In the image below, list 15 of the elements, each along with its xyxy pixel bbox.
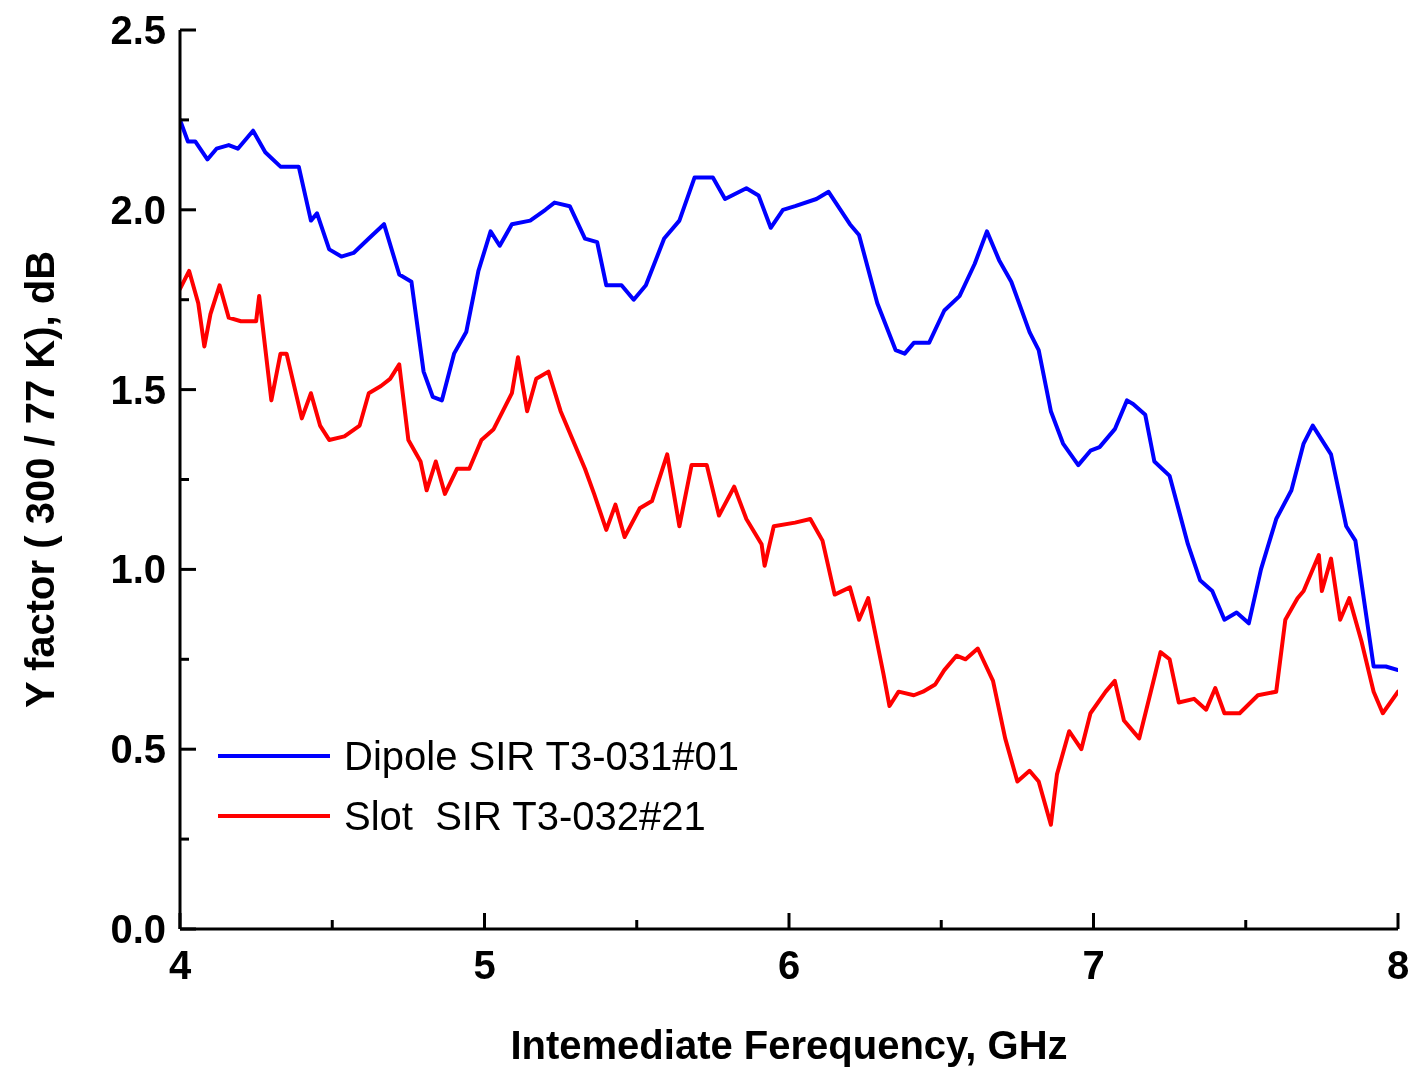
x-tick-label: 5 [473, 943, 496, 987]
y-tick-label: 1.5 [110, 367, 166, 412]
x-tick-label: 8 [1386, 943, 1410, 987]
y-tick-label: 1.0 [110, 547, 166, 592]
y-tick-label: 2.0 [110, 187, 166, 232]
x-tick-label: 4 [168, 943, 192, 987]
x-tick-label: 6 [777, 943, 801, 987]
y-tick-label: 0.5 [110, 727, 166, 772]
legend-label: Dipole SIR T3-031#01 [344, 733, 740, 779]
x-tick-label: 7 [1082, 943, 1105, 987]
y-axis-title: Y factor ( 300 / 77 K), dB [18, 250, 62, 709]
y-tick-label: 2.5 [110, 8, 166, 52]
y-tick-label: 0.0 [110, 907, 166, 951]
x-axis-title: Intemediate Ferequency, GHz [510, 1023, 1068, 1067]
legend-label: Slot SIR T3-032#21 [344, 793, 706, 839]
